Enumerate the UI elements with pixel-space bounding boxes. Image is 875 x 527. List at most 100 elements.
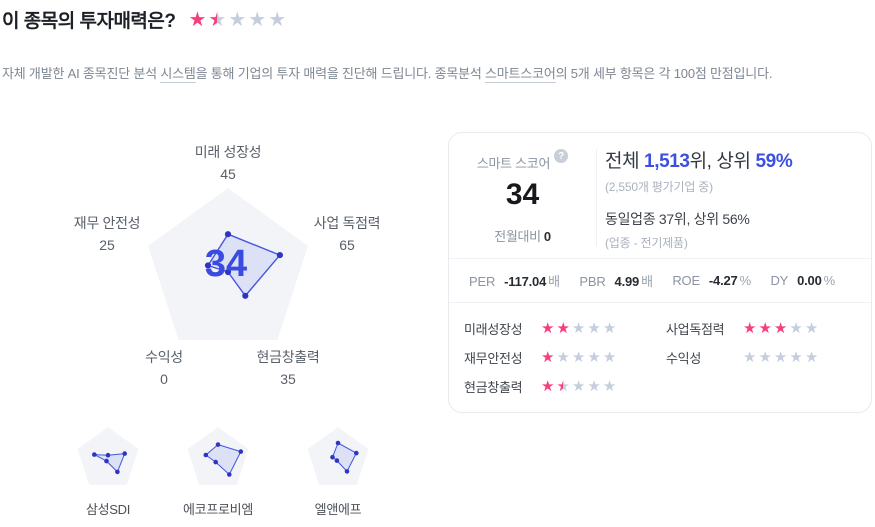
rating-label: 사업독점력 — [666, 321, 725, 337]
vertical-divider — [596, 149, 597, 246]
radar-data-point — [334, 458, 340, 463]
star-rating: ★ ★ ★ ★ ★ — [188, 10, 286, 30]
pentagon-background — [187, 427, 249, 485]
rating-row: 수익성 ★ ★ ★ ★ ★ — [666, 347, 871, 367]
rank-prefix: 전체 — [605, 151, 645, 172]
rank-mid: 위, 상위 — [689, 151, 756, 172]
star-icon: ★ — [587, 377, 601, 395]
description-segment: 을 통해 기업의 투자 매력을 진단해 드립니다. 종목분석 — [195, 66, 486, 81]
peer-chart-엘앤에프[interactable]: 엘앤에프 — [292, 424, 384, 518]
radar-data-point — [330, 454, 335, 460]
peer-radar-svg — [187, 427, 249, 485]
radar-axis-value: 45 — [220, 166, 236, 182]
metric-roe: ROE -4.27% — [672, 273, 751, 288]
metric-per: PER -117.04 배 — [469, 271, 560, 290]
peer-name: 엘앤에프 — [314, 502, 362, 517]
description-segment: 자체 개발한 AI 종목진단 분석 — [2, 66, 161, 81]
smart-score-box: 스마트 스코어 ? 34 전월대비 0 — [449, 133, 596, 258]
horizontal-divider — [449, 302, 871, 303]
mom-value: 0 — [543, 229, 551, 244]
smart-score-radar-chart: 미래 성장성 45 사업 독점력 65 현금창출력 35 수익성 0 재무 안전성 25 34 — [8, 118, 448, 390]
star-icon: ★ — [758, 319, 772, 337]
radar-data-point — [115, 469, 120, 475]
radar-data-point — [203, 452, 209, 458]
radar-data-point — [242, 292, 249, 299]
rating-row: 현금창출력 ★ ★ ★ ★ ★ — [464, 376, 666, 396]
radar-data-point — [335, 440, 341, 446]
metric-label: ROE — [672, 273, 700, 288]
rank-percent: 59% — [755, 151, 793, 172]
star-icon: ★ — [587, 348, 601, 366]
help-icon[interactable]: ? — [554, 149, 569, 163]
star-icon: ★ — [758, 348, 772, 366]
star-rating: ★ ★ ★ ★ ★ — [541, 350, 616, 365]
star-icon: ★ — [773, 348, 788, 366]
rating-row: 사업독점력 ★ ★ ★ ★ ★ — [666, 318, 871, 338]
radar-data-point — [354, 450, 359, 456]
month-over-month: 전월대비 0 — [494, 226, 551, 245]
description-text: 자체 개발한 AI 종목진단 분석 시스템을 통해 기업의 투자 매력을 진단해… — [2, 63, 772, 83]
star-icon: ★ — [743, 319, 757, 337]
rank-value: 1,513 — [644, 151, 690, 172]
metric-value: 4.99 — [614, 274, 640, 289]
rank-box: 전체 1,513위, 상위 59% (2,550개 평가기업 중) 동일업종 3… — [597, 133, 871, 258]
star-icon: ★ — [789, 319, 803, 337]
star-icon: ★ — [789, 348, 803, 366]
metric-label: PER — [469, 274, 496, 289]
radar-axis-value: 0 — [160, 371, 168, 387]
metrics-row: PER -117.04 배 PBR 4.99 배 ROE -4.27% DY 0.00% — [449, 259, 871, 302]
radar-data-point — [344, 469, 350, 474]
smart-score-label: 스마트 스코어 — [476, 156, 551, 171]
peer-name: 에코프로비엠 — [183, 502, 253, 517]
star-icon: ★ — [587, 319, 601, 337]
star-icon: ★ — [743, 348, 757, 366]
score-card-top: 스마트 스코어 ? 34 전월대비 0 전체 1,513위, 상위 59% (2,… — [449, 133, 871, 258]
metric-value: 0.00 — [797, 273, 822, 288]
star-icon: ★ — [804, 319, 819, 337]
star-icon: ★ — [556, 348, 570, 366]
rating-label: 현금창출력 — [464, 379, 523, 395]
rating-label: 재무안전성 — [464, 350, 523, 366]
metric-unit: 배 — [548, 274, 560, 289]
radar-data-point — [105, 452, 111, 458]
star-icon: ★ — [571, 377, 586, 395]
rating-row: 미래성장성 ★ ★ ★ ★ ★ — [464, 318, 666, 338]
star-rating: ★ ★ ★ ★ ★ — [541, 321, 616, 336]
tooltip-term-smartscore[interactable]: 스마트스코어 — [485, 66, 556, 83]
star-icon: ★ — [541, 319, 555, 337]
peer-comparison-row: 삼성SDI 에코프로비엠 엘앤에프 — [62, 424, 384, 518]
radar-center-score: 34 — [205, 243, 247, 285]
star-icon: ★ — [228, 8, 247, 31]
metric-label: PBR — [579, 274, 606, 289]
metric-pbr: PBR 4.99 배 — [579, 271, 653, 290]
metric-unit: 배 — [641, 274, 653, 289]
smart-score-card: 스마트 스코어 ? 34 전월대비 0 전체 1,513위, 상위 59% (2,… — [448, 132, 872, 413]
rating-label: 수익성 — [666, 350, 701, 366]
industry-rank-line: 동일업종 37위, 상위 56% — [605, 211, 750, 227]
radar-data-point — [122, 451, 127, 456]
radar-svg: 미래 성장성 45 사업 독점력 65 현금창출력 35 수익성 0 재무 안전성 25 34 — [74, 144, 381, 387]
tooltip-term-system[interactable]: 시스템 — [160, 66, 196, 83]
radar-axis-label: 미래 성장성 — [195, 144, 262, 160]
metric-value: -117.04 — [504, 274, 547, 289]
radar-axis-value: 65 — [339, 237, 355, 253]
radar-data-point — [204, 262, 212, 269]
rank-subtext: (2,550개 평가기업 중) — [605, 180, 713, 194]
star-icon: ★ — [541, 348, 555, 366]
radar-data-point — [92, 452, 97, 457]
radar-data-point — [213, 459, 218, 465]
rating-label: 미래성장성 — [464, 321, 523, 337]
radar-axis-label: 재무 안전성 — [74, 215, 141, 231]
peer-chart-에코프로비엠[interactable]: 에코프로비엠 — [172, 424, 264, 518]
pentagon-background — [307, 427, 369, 485]
peer-chart-삼성SDI[interactable]: 삼성SDI — [62, 424, 154, 518]
star-icon: ★ — [571, 348, 586, 366]
star-icon: ★ — [602, 377, 617, 395]
industry-subtext: (업종 - 전기제품) — [605, 236, 688, 250]
mom-label: 전월대비 — [494, 229, 541, 244]
star-icon: ★ — [602, 348, 617, 366]
radar-data-polygon — [332, 442, 357, 472]
peer-name: 삼성SDI — [85, 502, 131, 517]
smart-score-value: 34 — [505, 178, 540, 211]
radar-axis-label: 사업 독점력 — [314, 215, 381, 231]
